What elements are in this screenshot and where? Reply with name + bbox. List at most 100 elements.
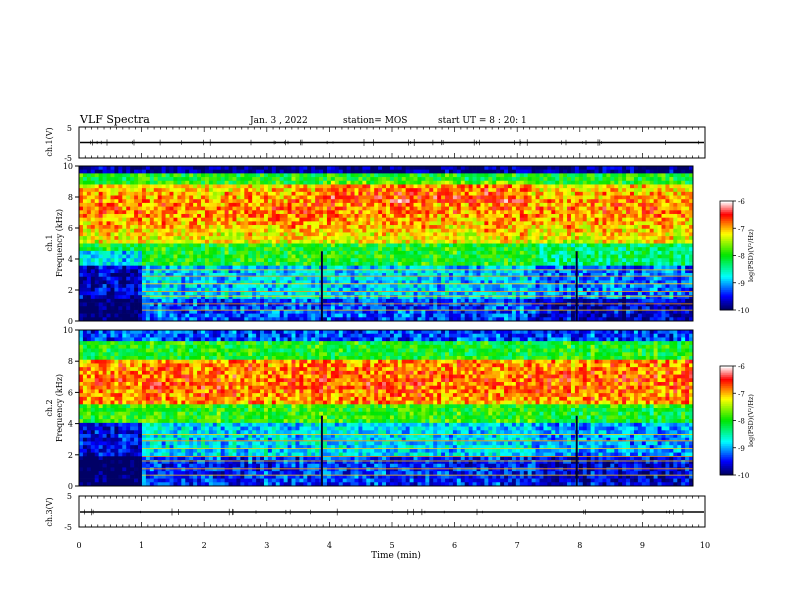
spectrogram-cell (208, 188, 214, 193)
spectrogram-cell (145, 313, 151, 318)
spectrogram-cell (307, 210, 312, 215)
spectrogram-cell (405, 317, 410, 322)
spectrogram-cell (248, 287, 253, 292)
spectrogram-cell (236, 221, 241, 226)
spectrogram-cell (228, 169, 233, 174)
spectrogram-cell (267, 221, 273, 226)
spectrogram-cell (445, 210, 450, 215)
spectrogram-cell (429, 199, 434, 204)
spectrogram-cell (307, 287, 312, 292)
spectrogram-cell (468, 236, 473, 241)
spectrogram-cell (326, 221, 332, 226)
spectrogram-cell (358, 199, 363, 204)
spectrogram-cell (393, 309, 399, 314)
spectrogram-cell (141, 195, 147, 200)
spectrogram-cell (161, 180, 166, 185)
spectrogram-cell (275, 284, 281, 289)
spectrogram-cell (181, 195, 186, 200)
spectrogram-cell (374, 247, 379, 252)
spectrogram-cell (307, 273, 312, 278)
spectrogram-cell (448, 199, 454, 204)
spectrogram-cell (287, 225, 292, 230)
spectrogram-cell (287, 284, 292, 289)
spectrogram-cell (311, 313, 316, 318)
spectrogram-cell (240, 302, 245, 307)
spectrogram-cell (153, 265, 159, 270)
spectrogram-cell (98, 217, 103, 222)
spectrogram-cell (252, 250, 257, 255)
spectrogram-cell (201, 225, 206, 230)
spectrogram-cell (334, 306, 340, 311)
spectrogram-cell (279, 177, 285, 182)
spectrogram-cell (169, 210, 174, 215)
spectrogram-cell (417, 221, 422, 226)
spectrogram-cell (338, 191, 344, 196)
spectrogram-cell (279, 284, 285, 289)
spectrogram-cell (378, 298, 383, 303)
spectrogram-cell (342, 236, 347, 241)
spectrogram-cell (228, 210, 233, 215)
spectrogram-cell (389, 188, 395, 193)
spectrogram-cell (271, 291, 277, 296)
spectrogram-cell (323, 254, 328, 259)
spectrogram-cell (90, 199, 96, 204)
spectrogram-cell (208, 317, 214, 322)
spectrogram-cell (437, 206, 442, 211)
spectrogram-cell (102, 177, 107, 182)
spectrogram-cell (519, 291, 525, 296)
spectrogram-cell (94, 298, 100, 303)
spectrogram-cell (216, 298, 222, 303)
spectrogram-cell (425, 228, 430, 233)
spectrogram-cell (472, 202, 477, 207)
spectrogram-cell (256, 239, 261, 244)
spectrogram-cell (185, 265, 190, 270)
spectrogram-cell (275, 317, 281, 322)
spectrogram-cell (330, 309, 336, 314)
spectrogram-cell (354, 317, 359, 322)
spectrogram-cell (122, 309, 127, 314)
spectrogram-cell (220, 177, 225, 182)
spectrogram-cell (397, 221, 403, 226)
spectrogram-cell (204, 188, 210, 193)
spectrogram-cell (240, 184, 245, 189)
spectrogram-cell (193, 250, 198, 255)
spectrogram-cell (366, 269, 371, 274)
spectrogram-cell (189, 228, 194, 233)
spectrogram-cell (350, 309, 355, 314)
spectrogram-cell (82, 254, 88, 259)
spectrogram-cell (118, 213, 123, 219)
spectrogram-cell (216, 306, 222, 311)
spectrogram-cell (240, 313, 245, 318)
spectrogram-cell (338, 258, 344, 263)
spectrogram-cell (177, 232, 182, 237)
spectrogram-cell (515, 232, 521, 237)
spectrogram-cell (405, 173, 410, 178)
spectrogram-cell (157, 261, 163, 266)
spectrogram-cell (157, 269, 163, 274)
spectrogram-cell (236, 317, 241, 322)
spectrogram-cell (102, 206, 107, 211)
spectrogram-cell (468, 195, 473, 200)
spectrogram-cell (291, 309, 296, 314)
spectrogram-cell (275, 225, 281, 230)
spectrogram-cell (307, 225, 312, 230)
spectrogram-cell (189, 236, 194, 241)
spectrogram-cell (378, 180, 383, 185)
spectrogram-cell (79, 317, 84, 322)
spectrogram-cell (236, 254, 241, 259)
spectrogram-cell (334, 236, 340, 241)
spectrogram-cell (102, 250, 107, 255)
spectrogram-cell (441, 191, 446, 196)
spectrogram-cell (421, 228, 426, 233)
spectrogram-cell (370, 225, 375, 230)
spectrogram-cell (378, 166, 383, 171)
spectrogram-cell (413, 291, 418, 296)
spectrogram-cell (342, 317, 347, 322)
spectrogram-cell (181, 313, 186, 318)
spectrogram-cell (366, 206, 371, 211)
spectrogram-cell (476, 250, 481, 255)
spectrogram-cell (303, 276, 308, 281)
spectrogram-cell (464, 291, 470, 296)
spectrogram-cell (441, 306, 446, 311)
spectrogram-cell (263, 254, 269, 259)
